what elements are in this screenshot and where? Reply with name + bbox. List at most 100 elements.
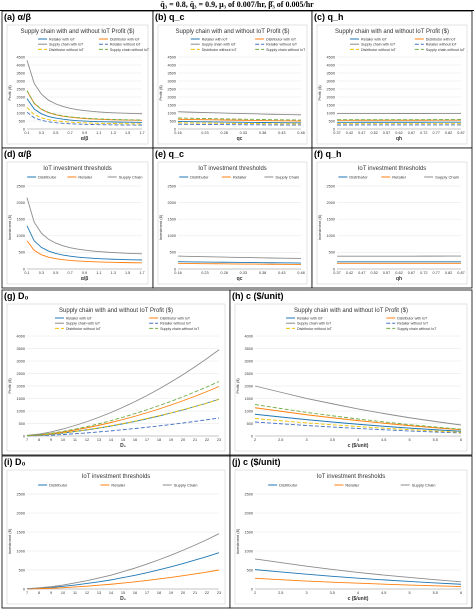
y-tick-label: 1000 bbox=[17, 409, 25, 413]
x-tick-label: 21 bbox=[193, 591, 197, 595]
x-tick-label: 22 bbox=[205, 591, 209, 595]
y-tick-label: 0 bbox=[174, 127, 176, 131]
x-tick-label: 0.7 bbox=[67, 271, 72, 275]
legend-item: Distributor with IoT bbox=[110, 38, 141, 42]
legend-item: Supply chain without IoT bbox=[266, 48, 306, 52]
legend-item: Supply chain with IoT bbox=[66, 322, 101, 326]
x-tick-label: 8 bbox=[38, 591, 40, 595]
x-tick-label: 0.37 bbox=[333, 131, 340, 135]
x-tick-label: 11 bbox=[73, 438, 77, 442]
x-tick-label: 0.42 bbox=[346, 271, 353, 275]
legend-item: Retailer without IoT bbox=[397, 322, 429, 326]
x-tick-label: 4.5 bbox=[381, 591, 386, 595]
y-tick-label: 1500 bbox=[245, 530, 253, 534]
legend: Distributor Retailer Supply Chain bbox=[27, 175, 143, 180]
x-tick-label: 5 bbox=[408, 591, 410, 595]
series-line bbox=[26, 349, 220, 436]
x-tick-label: 8 bbox=[38, 438, 40, 442]
y-tick-label: 1000 bbox=[327, 111, 335, 115]
y-tick-label: 3500 bbox=[17, 71, 25, 75]
y-tick-label: 0 bbox=[23, 587, 25, 591]
chart-frame bbox=[316, 24, 468, 145]
y-tick-label: 2000 bbox=[17, 511, 25, 515]
y-tick-label: 3500 bbox=[17, 347, 25, 351]
panel-f: (f) q_h IoT investment thresholds Distribu… bbox=[311, 147, 473, 289]
y-tick-label: 1500 bbox=[17, 397, 25, 401]
legend-item: Distributor bbox=[349, 175, 368, 180]
legend-item: Distributor without IoT bbox=[297, 327, 333, 331]
x-tick-label: 1.5 bbox=[125, 271, 130, 275]
legend-item: Distributor with IoT bbox=[397, 317, 428, 321]
x-tick-label: 3.5 bbox=[330, 591, 335, 595]
x-tick-label: 0.5 bbox=[53, 131, 58, 135]
legend-item: Distributor bbox=[190, 175, 209, 180]
x-axis-label: D₀ bbox=[120, 443, 126, 449]
legend-item: Retailer with IoT bbox=[66, 317, 93, 321]
series-line bbox=[254, 558, 462, 583]
x-tick-label: 0.1 bbox=[24, 271, 29, 275]
x-tick-label: 0.43 bbox=[278, 271, 285, 275]
legend-item: Supply chain without IoT bbox=[160, 327, 200, 331]
series-line bbox=[26, 386, 220, 437]
legend-item: Distributor without IoT bbox=[66, 327, 102, 331]
x-axis-label: c ($/unit) bbox=[348, 596, 369, 602]
y-tick-label: 1500 bbox=[17, 530, 25, 534]
x-tick-label: 0.82 bbox=[445, 271, 452, 275]
series-line bbox=[254, 385, 462, 426]
chart-title: IoT investment thresholds bbox=[43, 166, 112, 172]
series-line bbox=[254, 569, 462, 585]
legend-item: Retailer bbox=[111, 483, 125, 488]
series-line bbox=[26, 552, 220, 590]
x-tick-label: 15 bbox=[121, 438, 125, 442]
panel-c: (c) q_h Supply chain with and without IoT… bbox=[311, 10, 473, 149]
series-line bbox=[26, 111, 143, 126]
x-tick-label: 0.16 bbox=[174, 271, 181, 275]
chart-frame bbox=[6, 469, 226, 605]
chart-title: IoT investment thresholds bbox=[358, 166, 427, 172]
x-tick-label: 0.43 bbox=[278, 131, 285, 135]
y-tick-label: 1500 bbox=[245, 397, 253, 401]
legend-item: Supply chain with IoT bbox=[49, 43, 84, 47]
x-tick-label: 0.38 bbox=[259, 271, 266, 275]
figure-header: q̄₃ = 0.8, q̄₃ = 0.9, μ₃ of 0.007/hr, β̄… bbox=[0, 0, 474, 11]
y-tick-label: 1000 bbox=[17, 549, 25, 553]
x-tick-label: 18 bbox=[157, 438, 161, 442]
x-tick-label: 15 bbox=[121, 591, 125, 595]
chart-title: Supply chain with and without IoT Profit… bbox=[21, 29, 135, 35]
x-tick-label: 0.38 bbox=[259, 131, 266, 135]
x-tick-label: 20 bbox=[181, 591, 185, 595]
x-tick-label: 0.62 bbox=[395, 271, 402, 275]
y-tick-label: 2000 bbox=[327, 201, 335, 205]
series-line bbox=[26, 399, 220, 437]
series-line bbox=[26, 60, 143, 115]
x-tick-label: 14 bbox=[109, 591, 113, 595]
x-tick-label: 0.9 bbox=[82, 131, 87, 135]
x-tick-label: 7 bbox=[26, 591, 28, 595]
x-axis-label: D₀ bbox=[120, 596, 126, 602]
series-line bbox=[177, 118, 302, 122]
y-axis-label: Profit ($) bbox=[7, 85, 12, 101]
y-tick-label: 3500 bbox=[327, 71, 335, 75]
y-tick-label: 1500 bbox=[168, 103, 176, 107]
chart-title: Supply chain with and without IoT Profit… bbox=[59, 308, 173, 314]
y-tick-label: 2500 bbox=[245, 372, 253, 376]
x-tick-label: 1.7 bbox=[139, 271, 144, 275]
chart-frame bbox=[6, 161, 149, 285]
series-line bbox=[254, 404, 462, 430]
chart-title: IoT investment thresholds bbox=[317, 474, 386, 480]
x-tick-label: 0.72 bbox=[420, 131, 427, 135]
x-tick-label: 6 bbox=[460, 591, 462, 595]
x-tick-label: 0.5 bbox=[53, 271, 58, 275]
y-axis-label: Investment ($) bbox=[7, 528, 12, 554]
y-tick-label: 2000 bbox=[168, 201, 176, 205]
series-line bbox=[254, 413, 462, 432]
legend-item: Supply Chain bbox=[174, 483, 198, 488]
legend: Retailer with IoT Distributor with IoT Sup… bbox=[286, 317, 437, 331]
series-line bbox=[26, 381, 220, 437]
y-tick-label: 500 bbox=[247, 422, 253, 426]
x-tick-label: 0.1 bbox=[24, 131, 29, 135]
panel-label: (j) c ($/unit) bbox=[232, 457, 281, 467]
chart-frame bbox=[6, 303, 226, 452]
